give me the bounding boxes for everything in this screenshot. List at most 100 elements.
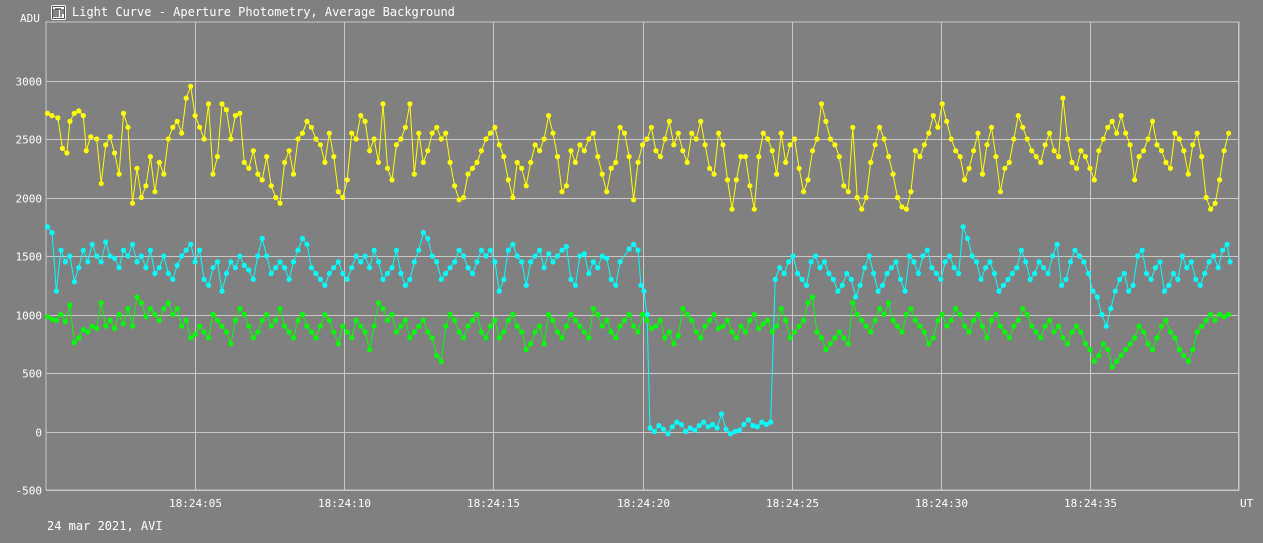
data-point (586, 335, 592, 341)
data-point (657, 317, 664, 323)
y-tick-label: 1500 (16, 251, 43, 264)
data-point (98, 259, 104, 265)
data-point (456, 329, 462, 335)
data-point (993, 311, 999, 318)
data-point (857, 282, 863, 288)
data-point (259, 235, 265, 242)
data-point (877, 124, 883, 130)
data-point (653, 148, 659, 154)
y-axis-label: ADU (20, 12, 40, 25)
data-point (774, 171, 780, 177)
data-point (143, 314, 149, 320)
data-point (921, 142, 927, 148)
data-point (478, 329, 484, 335)
data-point (635, 329, 641, 335)
data-point (241, 262, 247, 268)
data-point (563, 244, 570, 250)
data-point (568, 148, 574, 154)
data-point (863, 194, 869, 201)
data-point (848, 276, 854, 282)
data-point (299, 130, 306, 136)
data-point (863, 323, 869, 329)
data-point (808, 259, 814, 265)
data-point (948, 317, 954, 323)
data-point (608, 165, 614, 171)
data-point (871, 270, 877, 277)
data-point (358, 259, 364, 265)
data-point (653, 323, 659, 329)
data-point (845, 189, 851, 195)
data-point (835, 288, 841, 294)
data-point (434, 259, 440, 265)
data-point (1227, 259, 1233, 265)
data-point (729, 329, 735, 335)
data-point (183, 247, 189, 253)
data-point (1051, 148, 1057, 154)
data-point (228, 136, 234, 142)
data-point (801, 189, 807, 195)
data-point (434, 352, 440, 359)
data-point (1067, 259, 1074, 265)
data-point (120, 247, 127, 253)
y-tick-label: 0 (35, 427, 42, 440)
data-point (962, 177, 968, 183)
data-point (809, 294, 816, 300)
data-point (456, 197, 462, 203)
data-point (447, 159, 453, 165)
data-point (778, 306, 784, 312)
data-point (978, 276, 984, 282)
data-point (1051, 329, 1057, 335)
data-point (701, 419, 707, 425)
data-point (926, 130, 932, 136)
data-point (720, 142, 726, 148)
data-point (367, 265, 373, 271)
data-point (669, 424, 675, 430)
data-point (152, 189, 158, 195)
data-point (742, 154, 749, 160)
data-point (460, 194, 467, 201)
data-point (1042, 142, 1048, 148)
data-point (407, 335, 413, 341)
data-point (71, 110, 77, 116)
data-point (147, 154, 153, 160)
data-point (49, 113, 55, 119)
data-point (460, 253, 467, 259)
data-point (665, 431, 671, 437)
data-point (944, 118, 950, 124)
data-point (631, 323, 637, 329)
data-point (799, 276, 805, 282)
data-point (953, 148, 959, 154)
data-point (1060, 95, 1066, 101)
light-curve-app-icon[interactable] (51, 4, 66, 20)
data-point (523, 183, 529, 189)
data-point (120, 321, 127, 327)
x-axis-label: UT (1240, 497, 1254, 510)
data-point (756, 154, 762, 160)
data-point (683, 428, 689, 435)
data-point (152, 270, 158, 277)
data-point (1087, 347, 1093, 353)
data-point (796, 165, 802, 171)
data-point (1197, 282, 1203, 288)
data-point (608, 329, 614, 335)
data-point (1181, 148, 1187, 154)
data-point (80, 113, 86, 119)
data-point (733, 335, 740, 341)
data-point (674, 419, 680, 425)
data-point (322, 282, 328, 288)
data-point (1127, 142, 1133, 148)
data-point (845, 341, 851, 347)
data-point (259, 177, 265, 183)
data-point (1060, 335, 1066, 341)
data-point (711, 311, 717, 318)
data-point (894, 194, 901, 201)
data-point (671, 142, 677, 148)
data-point (1167, 329, 1173, 335)
data-point (250, 335, 256, 341)
data-point (514, 323, 520, 329)
data-point (1149, 118, 1156, 124)
data-point (644, 311, 650, 318)
data-point (1185, 358, 1191, 364)
data-point (44, 224, 51, 230)
data-point (546, 251, 552, 257)
